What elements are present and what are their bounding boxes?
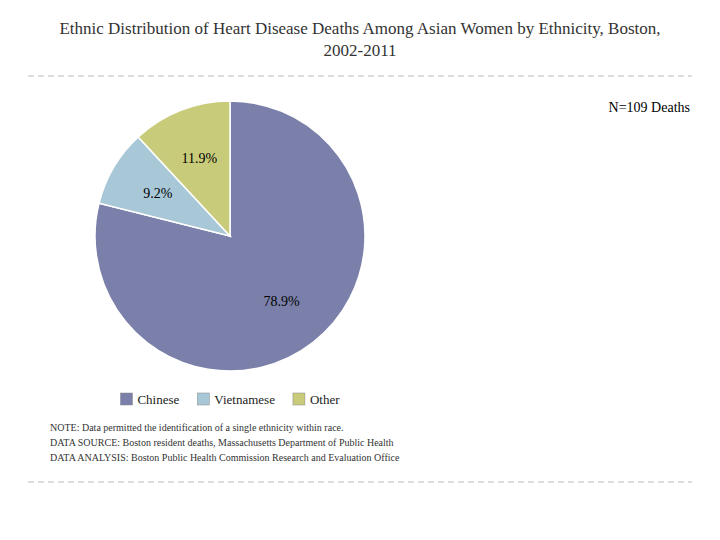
data-label: 78.9% (263, 294, 300, 309)
separator (28, 482, 692, 483)
separator (28, 76, 692, 77)
title-line: Ethnic Distribution of Heart Disease Dea… (59, 19, 660, 38)
note: DATA SOURCE: Boston resident deaths, Mas… (50, 437, 394, 448)
legend-swatch (293, 393, 305, 405)
data-label: 11.9% (182, 151, 218, 166)
legend-label: Vietnamese (214, 392, 275, 407)
title: Ethnic Distribution of Heart Disease Dea… (59, 19, 660, 60)
legend-label: Other (310, 392, 340, 407)
notes: NOTE: Data permitted the identification … (50, 422, 400, 463)
pie-slice (138, 101, 230, 236)
chart: Ethnic Distribution of Heart Disease Dea… (0, 0, 720, 540)
note: NOTE: Data permitted the identification … (50, 422, 344, 433)
pie-slice (95, 101, 365, 371)
title-line: 2002-2011 (323, 41, 396, 60)
annotation: N=109 Deaths (609, 100, 690, 115)
pie (95, 101, 365, 371)
legend-label: Chinese (137, 392, 179, 407)
legend: Chinese Vietnamese Other (120, 392, 340, 407)
note: DATA ANALYSIS: Boston Public Health Comm… (50, 452, 400, 463)
legend-swatch (120, 393, 132, 405)
title-group: Ethnic Distribution of Heart Disease Dea… (59, 19, 660, 60)
data-label: 9.2% (143, 186, 173, 201)
data-labels: 78.9% 9.2% 11.9% (143, 151, 300, 310)
legend-swatch (197, 393, 209, 405)
